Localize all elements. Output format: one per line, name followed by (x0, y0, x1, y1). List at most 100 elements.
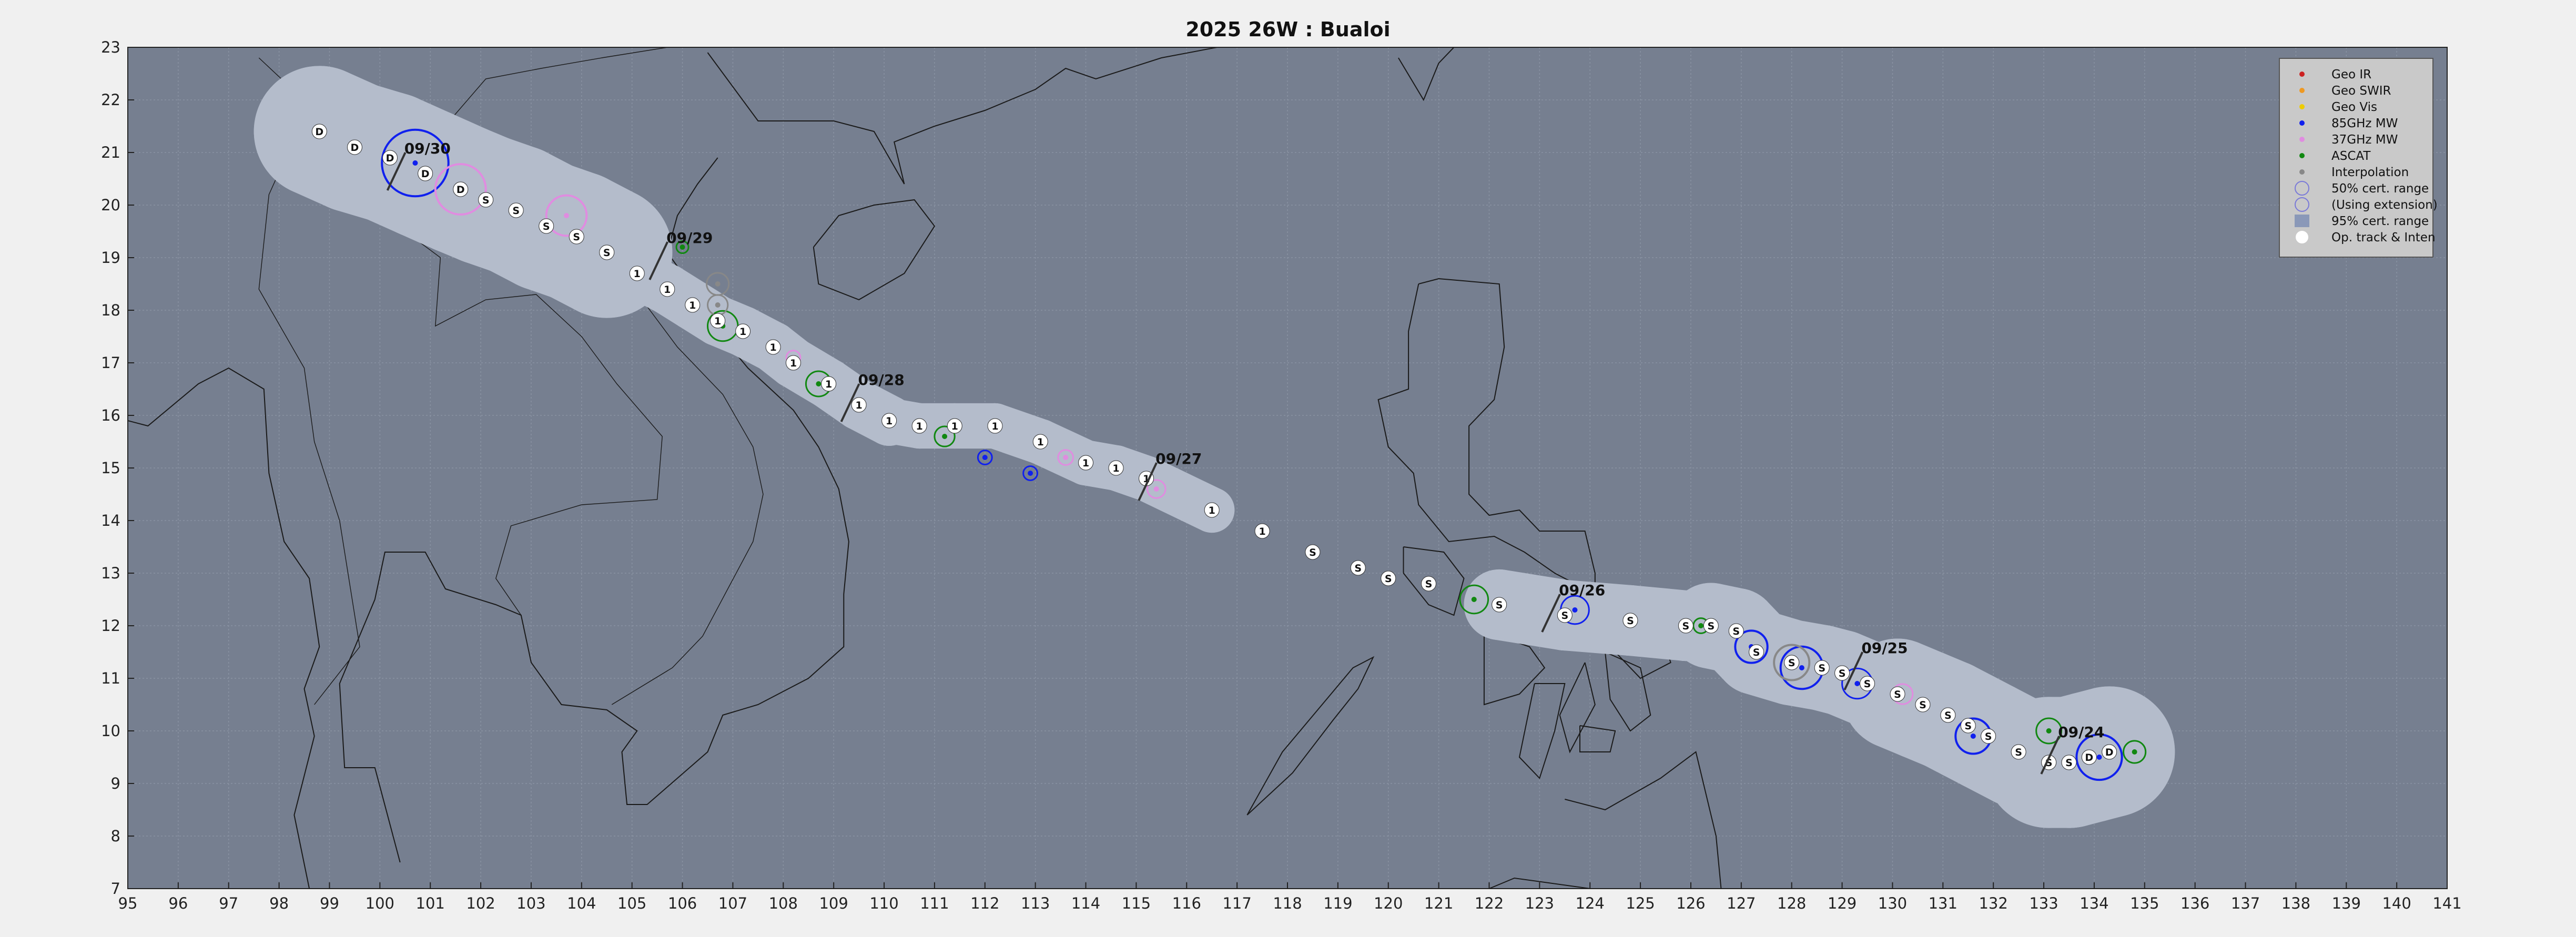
track-point: D (453, 181, 469, 197)
intensity-label: S (1561, 610, 1568, 622)
coastline (1403, 546, 1465, 616)
date-label: 09/26 (1559, 582, 1605, 599)
ascat-fix-dot (2046, 728, 2052, 734)
date-label: 09/27 (1155, 450, 1202, 467)
track-marker (1622, 613, 1638, 628)
track-marker (2011, 744, 2026, 760)
legend-label: ASCAT (2331, 149, 2371, 163)
tick-label-lon: 104 (567, 894, 596, 912)
intensity-label: S (1894, 689, 1901, 700)
mw37-fix-ring (545, 194, 588, 237)
legend-symbol-icon (2293, 115, 2311, 131)
date-labels: 09/24 09/25 09/26 09/27 09/28 09/29 09/30 (386, 140, 2104, 775)
day-boundary-mark (648, 241, 669, 280)
track-marker (851, 397, 867, 413)
tick-lon: 138 (2281, 882, 2310, 912)
track-marker (881, 413, 897, 429)
track-point: S (1381, 571, 1396, 586)
intensity-label: 1 (1037, 436, 1044, 448)
tick-lon: 98 (269, 882, 289, 912)
tick-label-lat: 10 (101, 722, 120, 740)
tick-label-lat: 16 (101, 406, 120, 424)
intensity-label: D (315, 126, 323, 138)
track-point: S (1834, 665, 1850, 681)
track-point: 1 (629, 266, 645, 281)
intensity-label: S (2065, 757, 2073, 769)
tick-lat: 19 (101, 249, 134, 267)
track-marker (539, 218, 554, 234)
tick-lat: 10 (101, 722, 134, 740)
intensity-label: S (1753, 647, 1760, 658)
tick-lon: 100 (366, 882, 394, 912)
day-boundary-mark (1843, 651, 1864, 690)
intensity-label: D (386, 152, 394, 164)
track-point: S (1784, 655, 1800, 670)
tick-label-lat: 21 (101, 144, 120, 161)
track-point: S (1305, 544, 1321, 560)
legend-item: 37GHz MW (2280, 131, 2432, 147)
tick-lon: 132 (1979, 882, 2008, 912)
tick-label-lon: 138 (2281, 894, 2310, 912)
track-point: S (1860, 676, 1875, 691)
tick-lon: 102 (466, 882, 495, 912)
track-point: D (311, 124, 327, 139)
tick-label-lon: 101 (416, 894, 445, 912)
track-marker (1981, 728, 1996, 744)
tick-label-lon: 132 (1979, 894, 2007, 912)
legend-item: Geo Vis (2280, 99, 2432, 115)
intensity-label: 1 (825, 379, 832, 390)
track-marker (1381, 571, 1396, 586)
coastline (1483, 630, 1546, 706)
track-marker (478, 192, 494, 208)
intensity-label: 1 (770, 342, 777, 353)
track-point: S (1814, 660, 1830, 676)
tick-lat: 22 (101, 91, 134, 109)
track-marker (710, 313, 726, 329)
intensity-label: S (573, 231, 580, 243)
tick-lon: 129 (1828, 882, 1857, 912)
tick-label-lon: 141 (2432, 894, 2461, 912)
intensity-label: S (603, 247, 611, 259)
cone-segment (1464, 569, 1600, 651)
track-point: 1 (881, 413, 897, 429)
tick-label-lon: 139 (2332, 894, 2361, 912)
track-point: 1 (1078, 455, 1094, 471)
tick-lon: 110 (869, 882, 899, 912)
track-point: 1 (947, 418, 962, 434)
operational-track: D D S S S S S S S S S S S S S S S S S S S S S S S 1 1 1 1 1 1 1 1 1 1 1 1 1 1 1… (311, 124, 2117, 770)
mw85-fix-ring (1734, 629, 1769, 664)
day-boundary-mark (840, 383, 860, 422)
intensity-label: 1 (991, 421, 998, 432)
track-marker (1078, 455, 1094, 471)
track-marker (1032, 434, 1048, 450)
intensity-label: S (543, 221, 550, 232)
intensity-label: 1 (664, 284, 671, 296)
intensity-label: S (1627, 615, 1634, 627)
intensity-label: S (1707, 620, 1715, 632)
tick-lon: 130 (1878, 882, 1907, 912)
track-marker (1834, 665, 1850, 681)
intensity-label: 1 (916, 421, 923, 432)
track-marker (418, 166, 433, 181)
tick-label-lat: 13 (101, 564, 120, 582)
tick-label-lat: 22 (101, 91, 120, 109)
tick-label-lon: 134 (2080, 894, 2108, 912)
tick-label-lat: 7 (111, 880, 120, 898)
tick-label-lon: 124 (1576, 894, 1605, 912)
track-point: S (1749, 644, 1764, 660)
legend-label: 50% cert. range (2331, 182, 2429, 196)
tick-label-lon: 135 (2130, 894, 2159, 912)
tick-label-lon: 118 (1273, 894, 1302, 912)
ascat-fix-dot (1471, 597, 1477, 602)
tick-lon: 118 (1273, 882, 1302, 912)
intensity-label: S (1732, 626, 1740, 637)
interp-fix-ring (1773, 644, 1811, 681)
mw85-fix-ring (977, 450, 993, 465)
legend-symbol-icon (2293, 213, 2311, 229)
tick-label-lat: 15 (101, 459, 120, 477)
tick-label-lon: 109 (819, 894, 848, 912)
tick-label-lon: 122 (1475, 894, 1504, 912)
intensity-label: 1 (1259, 526, 1265, 537)
ascat-fix-ring (934, 425, 956, 447)
